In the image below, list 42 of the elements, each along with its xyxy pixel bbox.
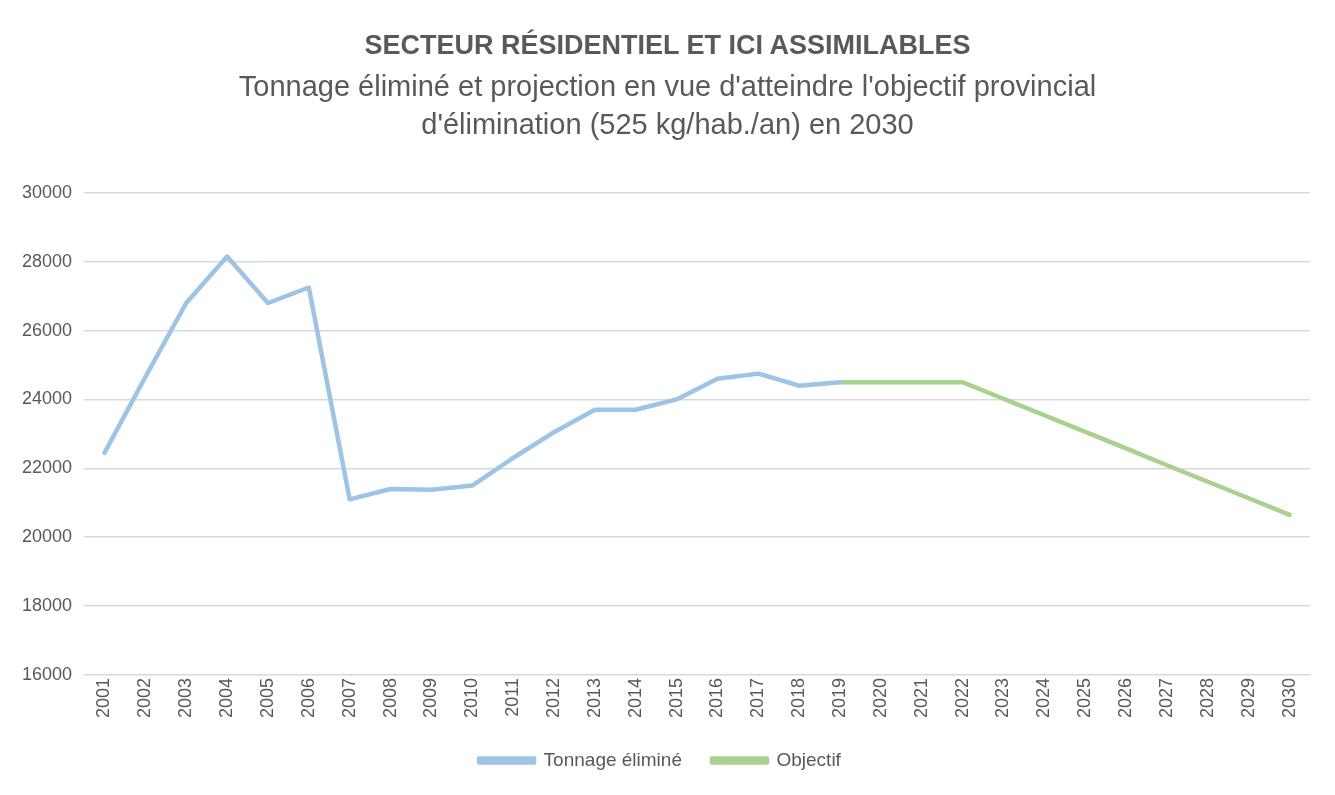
chart-subtitle: Tonnage éliminé et projection en vue d'atteindre l'objectif provincial d'élimination (525 kg/hab./an) en 2030 (237, 69, 1098, 142)
x-tick-label: 2013 (583, 677, 604, 718)
y-tick-label: 22000 (21, 457, 73, 478)
x-tick-label: 2018 (788, 677, 809, 718)
x-tick-label: 2008 (379, 677, 400, 718)
x-tick-label: 2029 (1237, 677, 1258, 718)
x-tick-label: 2011 (502, 677, 523, 717)
x-tick-label: 2009 (420, 677, 441, 718)
x-tick-label: 2023 (992, 677, 1013, 718)
x-tick-label: 2010 (461, 677, 482, 718)
x-tick-label: 2021 (910, 677, 931, 718)
x-tick-label: 2026 (1115, 677, 1136, 718)
x-tick-label: 2003 (175, 677, 196, 718)
x-tick-label: 2028 (1196, 677, 1217, 718)
y-tick-label: 20000 (21, 526, 73, 547)
x-tick-label: 2019 (829, 677, 850, 718)
y-tick-label: 26000 (21, 319, 73, 340)
chart-title: SECTEUR RÉSIDENTIEL ET ICI ASSIMILABLES (363, 30, 972, 61)
x-tick-label: 2007 (338, 677, 359, 718)
y-tick-label: 30000 (21, 181, 73, 202)
x-tick-label: 2025 (1074, 677, 1095, 718)
x-tick-label: 2017 (747, 677, 768, 718)
y-tick-label: 18000 (21, 595, 73, 616)
y-tick-label: 24000 (21, 388, 73, 409)
x-tick-label: 2004 (216, 677, 237, 718)
x-tick-label: 2020 (869, 677, 890, 718)
y-tick-label: 16000 (21, 663, 73, 684)
x-tick-label: 2001 (93, 677, 114, 718)
x-tick-label: 2002 (134, 677, 155, 718)
x-tick-label: 2014 (624, 677, 645, 718)
x-tick-label: 2024 (1033, 677, 1054, 718)
x-tick-label: 2022 (951, 677, 972, 718)
x-tick-label: 2027 (1155, 677, 1176, 718)
y-tick-label: 28000 (21, 250, 73, 271)
legend-label: Objectif (776, 748, 842, 770)
x-tick-label: 2016 (706, 677, 727, 718)
x-tick-label: 2005 (256, 677, 277, 718)
x-tick-label: 2030 (1278, 677, 1299, 718)
legend-label: Tonnage éliminé (543, 748, 682, 770)
x-tick-label: 2006 (297, 677, 318, 718)
x-tick-label: 2015 (665, 677, 686, 718)
x-tick-label: 2012 (542, 677, 563, 718)
